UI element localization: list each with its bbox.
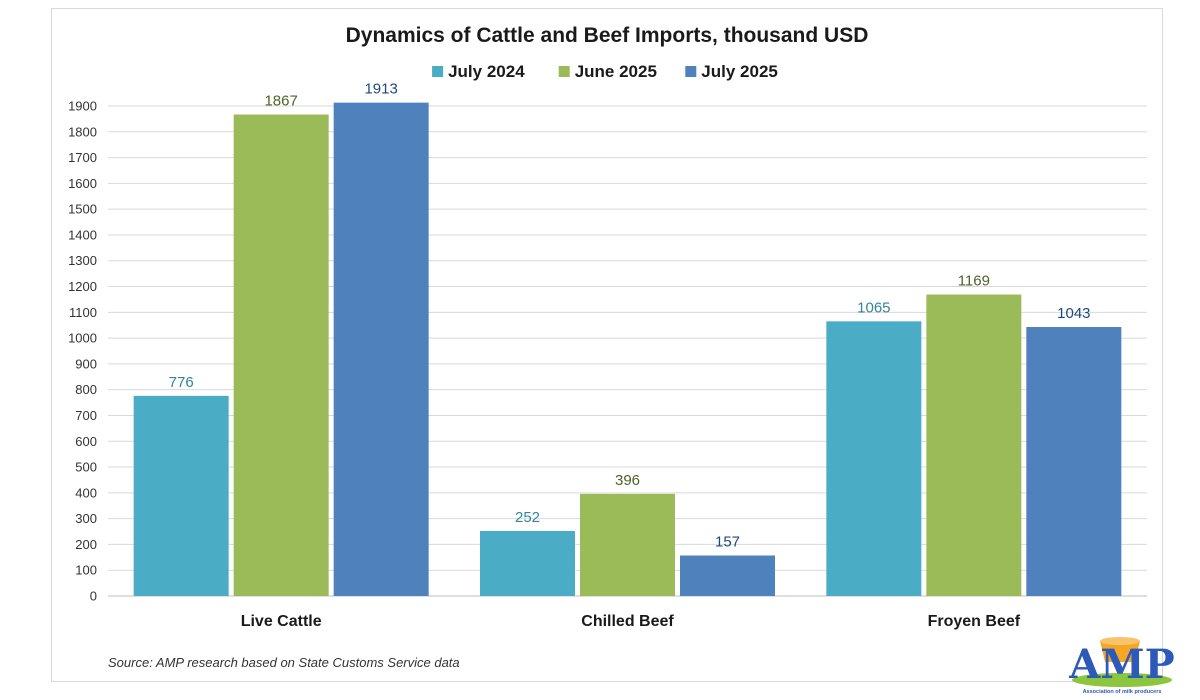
data-label: 252	[515, 509, 540, 526]
legend-swatch	[685, 66, 697, 77]
y-tick-label: 900	[75, 356, 97, 371]
data-labels: 776 1867 1913 252 396 157 1065 1169 1043	[169, 81, 1091, 551]
y-tick-label: 1700	[68, 150, 97, 165]
x-tick-label: Chilled Beef	[581, 613, 674, 630]
y-tick-label: 1200	[68, 279, 97, 294]
y-tick-label: 1400	[68, 227, 97, 242]
y-axis: 0 100 200 300 400 500 600 700 800 900 1000 1100 1200…	[68, 99, 97, 604]
logo-cup-icon	[1100, 637, 1140, 662]
data-label: 1913	[364, 81, 397, 98]
bar	[133, 395, 229, 596]
data-label: 776	[169, 374, 194, 391]
legend-item: July 2024	[432, 62, 525, 81]
y-tick-label: 0	[90, 589, 97, 604]
y-tick-label: 100	[75, 563, 97, 578]
data-label: 1169	[958, 273, 990, 290]
y-tick-label: 300	[75, 511, 97, 526]
data-label: 1065	[857, 299, 890, 316]
bar	[233, 114, 329, 596]
bar	[1026, 327, 1122, 596]
x-tick-label: Froyen Beef	[928, 613, 1021, 630]
bar	[580, 493, 675, 596]
y-tick-label: 1300	[68, 253, 97, 268]
legend-swatch	[558, 66, 570, 77]
y-tick-label: 1000	[68, 331, 97, 346]
bar	[926, 294, 1022, 596]
legend-label: June 2025	[575, 62, 657, 81]
bar	[480, 531, 575, 596]
y-tick-label: 1900	[68, 99, 97, 114]
legend-item: June 2025	[558, 62, 657, 81]
logo-subtitle: Association of milk producers	[1083, 689, 1162, 695]
source-note: Source: AMP research based on State Cust…	[108, 655, 460, 670]
y-tick-label: 400	[75, 485, 97, 500]
y-tick-label: 700	[75, 408, 97, 423]
y-tick-label: 200	[75, 537, 97, 552]
x-tick-label: Live Cattle	[241, 613, 322, 630]
bar	[333, 102, 429, 596]
data-label: 157	[715, 534, 740, 551]
logo-mark: AMP	[1068, 641, 1174, 688]
legend-item: July 2025	[685, 62, 778, 81]
y-tick-label: 1800	[68, 124, 97, 139]
y-tick-label: 500	[75, 460, 97, 475]
logo-grass	[1072, 673, 1172, 687]
legend-label: July 2024	[448, 62, 525, 81]
y-tick-label: 1500	[68, 202, 97, 217]
bar	[680, 555, 775, 596]
data-label: 1043	[1057, 305, 1090, 322]
bars	[133, 102, 1122, 596]
x-axis: Live Cattle Chilled Beef Froyen Beef	[241, 613, 1021, 630]
y-tick-label: 1600	[68, 176, 97, 191]
legend-label: July 2025	[701, 62, 778, 81]
legend-swatch	[432, 66, 444, 77]
chart-title: Dynamics of Cattle and Beef Imports, tho…	[346, 24, 869, 47]
y-tick-label: 600	[75, 434, 97, 449]
y-tick-label: 800	[75, 382, 97, 397]
legend: July 2024 June 2025 July 2025	[432, 62, 778, 81]
data-label: 396	[615, 472, 640, 489]
data-label: 1867	[264, 93, 297, 110]
bar	[826, 321, 922, 596]
y-tick-label: 1100	[69, 305, 97, 320]
amp-logo: AMP Association of milk producers	[1068, 637, 1175, 695]
